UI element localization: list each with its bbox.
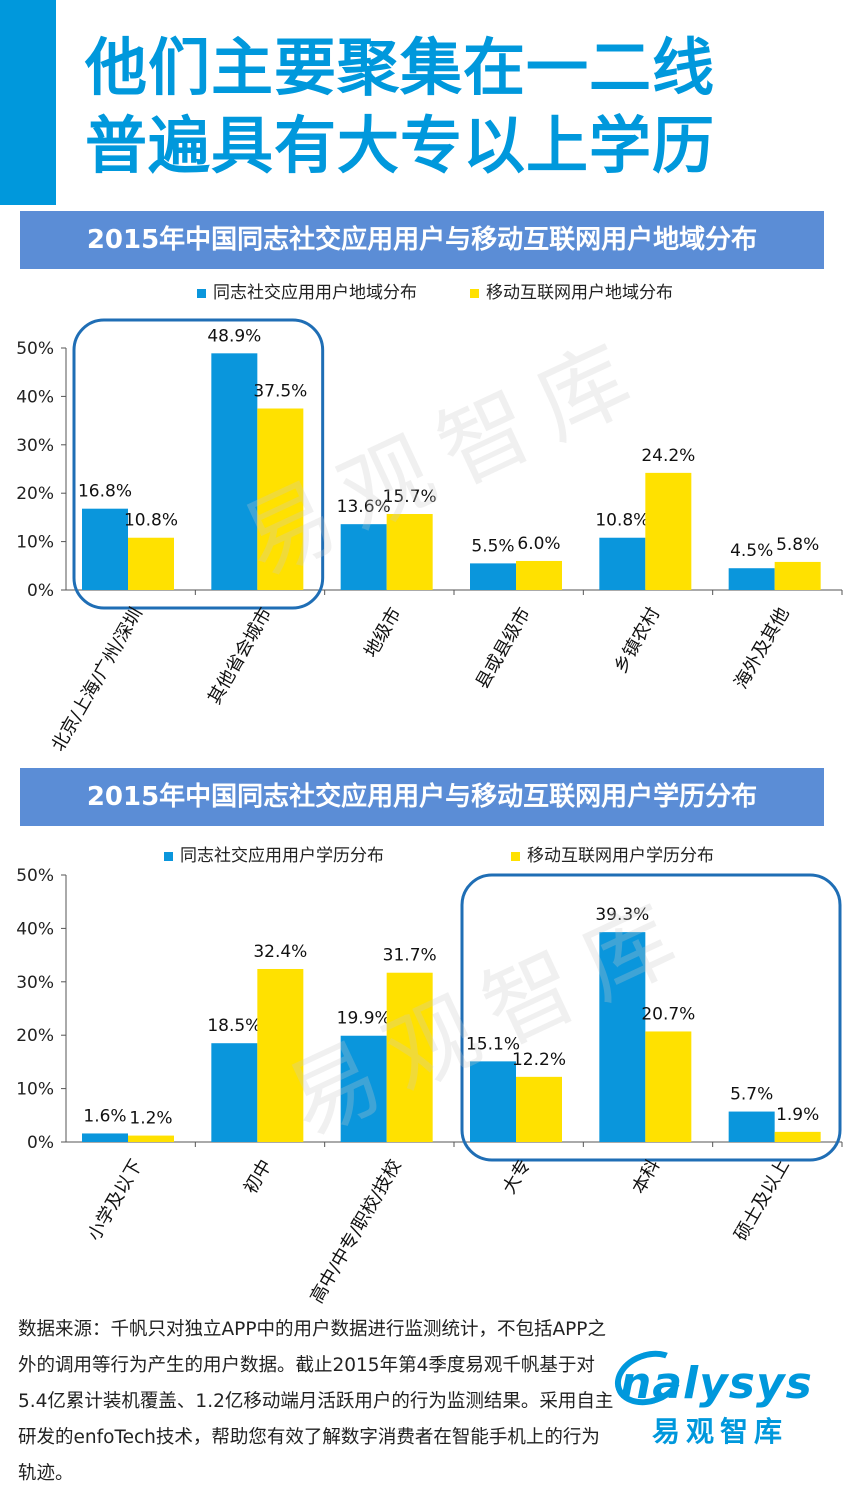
bar-2 [516,1076,562,1142]
y-tick-label: 50% [16,866,54,886]
y-tick-label: 20% [16,484,54,504]
y-tick-label: 40% [16,919,54,939]
y-tick-label: 10% [16,533,54,553]
x-category-label: 高中/中专/职校/技校 [306,1156,405,1307]
bar-2 [257,968,304,1142]
highlight-box [72,318,325,610]
y-tick-label: 40% [16,387,54,407]
bar-1 [82,508,128,590]
bar-1 [599,537,646,590]
legend-swatch-1 [197,289,206,298]
x-category-label: 地级市 [360,604,405,661]
legend-label-1: 同志社交应用用户地域分布 [213,283,417,303]
headline-line-1: 他们主要聚集在一二线 [85,31,716,104]
data-label-2: 6.0% [517,534,560,554]
data-label-2: 31.7% [383,946,437,966]
y-tick-label: 0% [27,581,54,601]
x-category-label: 初中 [240,1156,276,1198]
y-tick-label: 30% [16,436,54,456]
bar-2 [645,472,692,590]
y-tick-label: 20% [16,1026,54,1046]
bar-1 [470,1061,516,1142]
analysys-logo-text: nalysys [620,1358,813,1409]
bar-2 [128,1135,174,1142]
legend-swatch-2 [511,852,520,861]
bar-2 [386,514,433,590]
bar-1 [211,353,258,590]
chart-2-title: 2015年中国同志社交应用用户与移动互联网用户学历分布 [20,768,824,826]
bar-2 [774,561,821,590]
legend-label-2: 移动互联网用户学历分布 [527,846,714,866]
bar-2 [257,408,304,590]
data-label-1: 18.5% [207,1016,261,1036]
data-label-2: 10.8% [124,511,178,531]
data-label-2: 5.8% [776,535,819,555]
data-label-2: 20.7% [641,1004,695,1024]
x-category-label: 大专 [499,1156,535,1198]
data-label-2: 24.2% [641,446,695,466]
chart-1-title: 2015年中国同志社交应用用户与移动互联网用户地域分布 [20,211,824,269]
data-label-1: 15.1% [466,1034,520,1054]
y-tick-label: 50% [16,339,54,359]
data-label-1: 5.7% [730,1085,773,1105]
headline-line-2: 普遍具有大专以上学历 [85,109,716,182]
x-category-label: 北京/上海/广州/深圳 [48,604,147,755]
legend-label-2: 移动互联网用户地域分布 [486,283,673,303]
header-accent-bar [0,0,56,205]
x-category-label: 本科 [628,1156,664,1198]
analysys-logo-chinese: 易观智库 [652,1415,789,1448]
bar-1 [340,1035,387,1142]
bar-1 [340,524,387,590]
bar-1 [728,568,775,590]
data-source-note: 数据来源：千帆只对独立APP中的用户数据进行监测统计，不包括APP之外的调用等行… [18,1319,614,1484]
y-tick-label: 30% [16,973,54,993]
bar-2 [386,972,433,1142]
bar-1 [470,563,516,590]
legend-label-1: 同志社交应用用户学历分布 [180,846,384,866]
data-label-1: 10.8% [595,511,649,531]
bar-2 [645,1031,692,1142]
data-label-1: 16.8% [78,482,132,502]
bar-2 [128,537,174,590]
data-label-1: 4.5% [730,541,773,561]
bar-1 [599,932,646,1142]
data-label-1: 5.5% [471,536,514,556]
education-distribution-chart: 同志社交应用用户学历分布 移动互联网用户学历分布 0% 10% 20% 30% 40% 50%… [16,846,843,1307]
x-category-label: 其他省会城市 [204,604,276,708]
x-category-label: 乡镇农村 [610,604,664,677]
bar-2 [774,1131,821,1142]
y-tick-label: 10% [16,1080,54,1100]
data-label-2: 37.5% [253,382,307,402]
region-distribution-chart: 同志社交应用用户地域分布 移动互联网用户地域分布 0% 10% 20% 30% 40% 50%… [16,283,843,755]
x-category-label: 小学及以下 [84,1156,147,1244]
legend-swatch-1 [164,852,173,861]
data-label-2: 15.7% [383,487,437,507]
data-label-2: 1.2% [129,1109,172,1129]
x-category-label: 海外及其他 [730,604,793,692]
y-tick-label: 0% [27,1133,54,1153]
bar-1 [211,1043,258,1142]
highlight-box [460,873,842,1162]
data-label-2: 12.2% [512,1050,566,1070]
bar-1 [82,1133,128,1142]
data-label-2: 1.9% [776,1105,819,1125]
bar-2 [516,560,562,590]
data-label-1: 48.9% [207,326,261,346]
bar-1 [728,1111,775,1142]
data-label-1: 1.6% [83,1106,126,1126]
data-label-1: 19.9% [337,1009,391,1029]
data-label-1: 39.3% [595,905,649,925]
data-label-1: 13.6% [337,497,391,517]
legend-swatch-2 [470,289,479,298]
x-category-label: 县或县级市 [472,604,535,692]
x-category-label: 硕士及以上 [730,1156,793,1244]
data-label-2: 32.4% [253,942,307,962]
